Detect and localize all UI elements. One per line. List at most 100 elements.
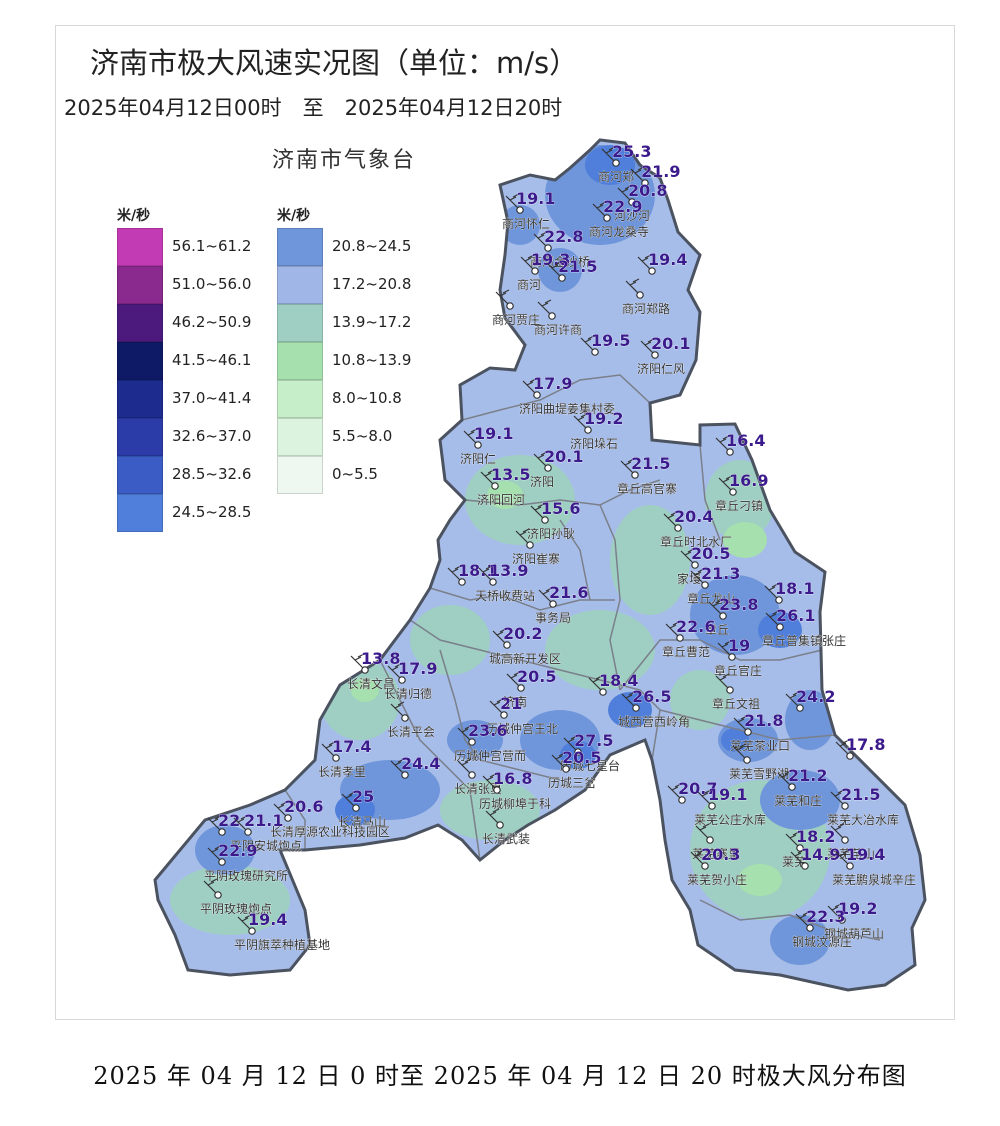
station-marker [398,676,406,684]
wind-speed-value: 16.4 [726,431,765,450]
wind-speed-value: 16.9 [729,471,768,490]
station-name: 莱芜寨里 [692,846,740,861]
wind-speed-value: 22.8 [544,227,583,246]
legend-item: 56.1~61.2 [117,228,297,266]
wind-speed-value: 20.5 [691,544,730,563]
station-name: 长清武装 [482,832,530,846]
station-name: 莱芜雪野湖 [729,766,789,781]
station-marker [636,291,644,299]
legend-item: 10.8~13.9 [277,342,457,380]
station-marker [676,634,684,642]
legend-item: 17.2~20.8 [277,266,457,304]
station-name: 章丘时北水厂 [660,534,732,549]
station-name: 商河许商 [534,322,582,337]
station: 莱芜寨里 [692,823,740,861]
wind-speed-value: 19.5 [591,331,630,350]
legend-label: 37.0~41.4 [172,389,252,407]
legend-item: 37.0~41.4 [117,380,297,418]
station-marker [776,623,784,631]
wind-speed-value: 20.1 [544,447,583,466]
station-marker [248,927,256,935]
legend-swatch [117,494,163,532]
station-marker [678,796,686,804]
station-name: 钢城葫芦山 [824,927,884,941]
station-name: 历城三岔 [548,776,596,790]
legend-label: 24.5~28.5 [172,503,252,521]
station: 平阴玫瑰炮点 [200,878,272,916]
station-name: 章丘高官寨 [617,481,677,496]
legend-swatch [117,418,163,456]
legend-swatch [277,342,323,380]
wind-speed-value: 17.4 [332,737,371,756]
station: 17.8 [835,735,886,760]
station: 13.5 济阳回河 [477,465,531,508]
legend-label: 20.8~24.5 [332,237,412,255]
station-name: 商河龙桑寺 [589,224,649,239]
wind-speed-value: 19.3 [531,250,570,269]
station-marker [806,924,814,932]
station: 15.6 济阳孙耿 [527,499,581,542]
station-marker [603,214,611,222]
wind-speed-value: 13.5 [491,465,530,484]
station: 17.4 长清孝里 [318,737,372,780]
map-subtitle: 2025年04月12日00时 至 2025年04月12日20时 [64,96,563,120]
station: 20.5家墁 [677,544,731,587]
station-name: 平阴旗萃种植基地 [234,937,330,952]
station-marker [841,836,849,844]
station-marker [631,471,639,479]
station-marker [558,274,566,282]
station: 25.3 商河郑 [598,142,652,185]
station: 21.9 [630,162,681,187]
station-name: 商河郑路 [622,301,670,316]
station-name: 济阳回河 [477,492,525,507]
wind-speed-value: 22.9 [218,841,257,860]
wind-speed-value: 21.5 [631,454,670,473]
station: 19.4 莱芜鹏泉城辛庄 [832,845,917,888]
station: 18.1 [764,579,815,604]
station: 23.6 历城仲宫营而 [454,721,527,764]
legend-item: 46.2~50.9 [117,304,297,342]
station: 20.6 长清厚源农业科技园区 [270,797,391,840]
station: 20.1 济阳仁风 [637,334,691,377]
station: 23.8 章丘 [705,595,759,638]
station: 19.4 [637,250,688,275]
legend-unit-right: 米/秒 [277,208,311,224]
station: 21.5 [547,257,598,282]
station: 莱芜雪野湖 [729,743,789,781]
wind-speed-value: 21.8 [744,711,783,730]
station-marker [701,862,709,870]
station: 19.4 平阴旗萃种植基地 [234,910,331,953]
wind-speed-value: 18.4 [599,671,638,690]
station: 19 章丘官庄 [714,636,763,679]
legend-swatch [117,228,163,266]
station-marker [838,916,846,924]
station-marker [726,686,734,694]
legend-label: 10.8~13.9 [332,351,412,369]
station-marker [648,267,656,275]
station: 24.2 [785,687,836,712]
station: 22.9 平阴玫瑰研究所 [204,841,289,884]
wind-speed-value: 19.2 [584,409,623,428]
station-marker [506,302,514,310]
wind-speed-value: 19 [728,636,750,655]
station-marker [493,786,501,794]
station-marker [218,858,226,866]
station-marker [628,198,636,206]
station-name: 城西营西岭角 [618,715,690,729]
wind-speed-value: 22.6 [676,617,715,636]
station-name: 商河 [517,277,541,292]
station-name: 章丘龙山 [687,591,735,606]
station-marker [846,752,854,760]
station: 20.8 河沙河 [614,181,668,224]
wind-speed-value: 26.1 [776,606,815,625]
legend-item: 5.5~8.0 [277,418,457,456]
station: 21.8 莱芜茶业口 [730,711,791,754]
legend-swatch [117,456,163,494]
wind-speed-value: 13.8 [361,649,400,668]
station-marker [517,684,525,692]
station-marker [801,862,809,870]
wind-speed-value: 15.6 [541,499,580,518]
legend-label: 5.5~8.0 [332,427,393,445]
station-marker [796,704,804,712]
